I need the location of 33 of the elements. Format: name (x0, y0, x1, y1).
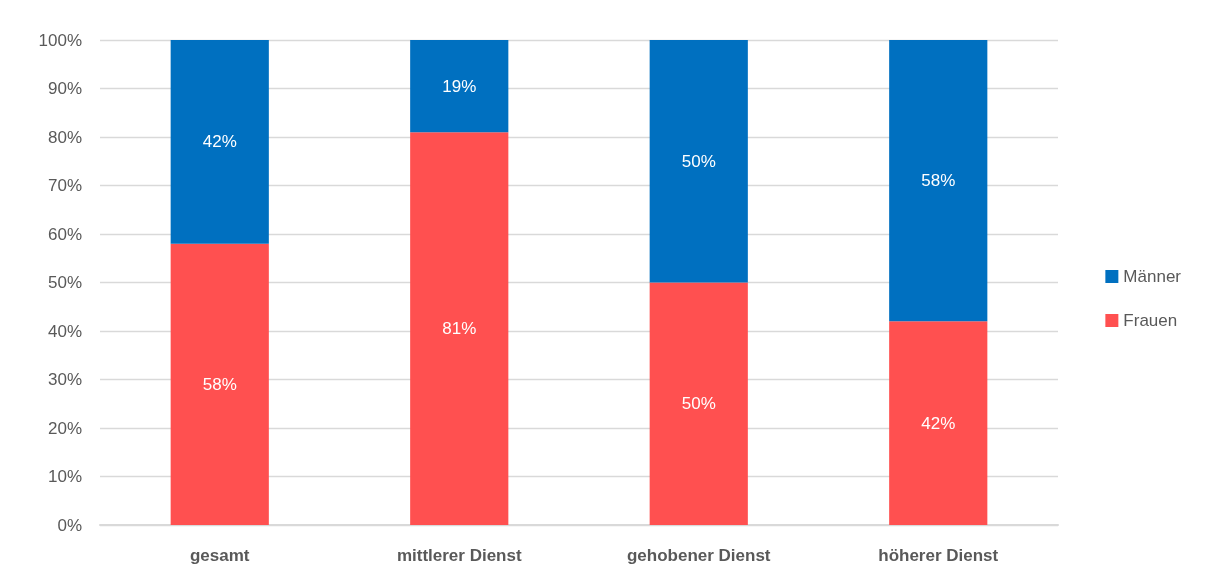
y-tick-label: 40% (47, 321, 82, 341)
data-label: 42% (921, 413, 956, 433)
bar (170, 243, 269, 525)
x-tick-label: gehobener Dienst (626, 546, 771, 565)
x-tick-label: gesamt (189, 546, 250, 565)
data-label: 58% (921, 171, 956, 191)
bar (889, 321, 988, 525)
y-tick-label: 50% (47, 273, 82, 292)
y-tick-label: 60% (47, 224, 82, 244)
data-label: 50% (681, 151, 716, 171)
data-label: 81% (442, 319, 477, 339)
y-tick-label: 20% (47, 418, 82, 438)
data-label: 50% (681, 394, 716, 414)
legend-label: Frauen (1123, 311, 1178, 330)
data-label: 42% (202, 132, 237, 152)
bar (410, 40, 509, 133)
y-tick-label: 70% (47, 176, 82, 195)
bar (410, 132, 509, 525)
data-label: 19% (442, 76, 477, 96)
bar (170, 40, 269, 244)
legend-label: Männer (1123, 267, 1182, 286)
bar (649, 40, 748, 283)
x-tick-label: mittlerer Dienst (396, 546, 522, 565)
x-tick-label: höherer Dienst (878, 546, 999, 565)
bar (889, 40, 988, 322)
y-tick-label: 30% (47, 370, 82, 389)
y-tick-label: 80% (47, 127, 82, 147)
y-tick-label: 10% (47, 467, 82, 486)
y-tick-label: 100% (38, 30, 82, 50)
y-tick-label: 0% (57, 515, 82, 535)
y-tick-label: 90% (47, 79, 82, 98)
data-label: 58% (202, 374, 237, 394)
bar (649, 282, 748, 525)
